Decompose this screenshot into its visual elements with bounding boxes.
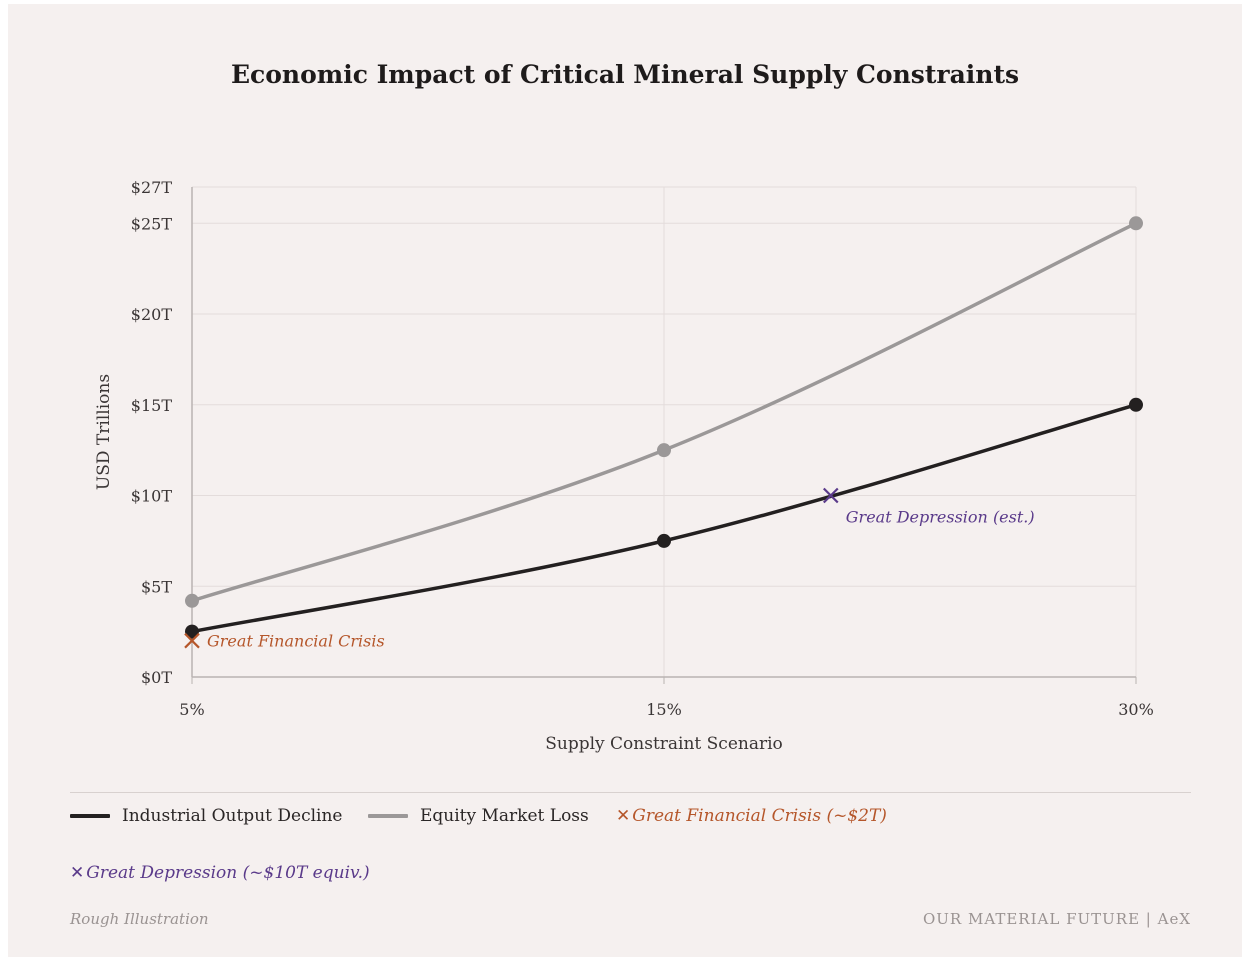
y-tick-label: $27T bbox=[131, 178, 173, 197]
chart-title: Economic Impact of Critical Mineral Supp… bbox=[230, 60, 1020, 89]
y-tick-label: $25T bbox=[131, 214, 173, 233]
data-point-industrial bbox=[657, 533, 671, 548]
legend-label-industrial: Industrial Output Decline bbox=[122, 806, 343, 826]
x-axis-label: Supply Constraint Scenario bbox=[545, 734, 783, 754]
x-tick-label: 30% bbox=[1118, 700, 1154, 719]
y-tick-label: $20T bbox=[131, 305, 173, 324]
x-marker-icon: ✕ bbox=[616, 806, 631, 826]
chart-card bbox=[8, 4, 1242, 957]
footer-note: Rough Illustration bbox=[70, 910, 209, 928]
x-tick-label: 5% bbox=[179, 700, 204, 719]
line-chart: $0T $5T $10T $15T $20T $25T $27T 5% 15% 30% Supply… bbox=[94, 178, 1154, 754]
y-tick-label: $15T bbox=[131, 396, 173, 415]
legend-swatch-industrial bbox=[70, 814, 110, 818]
y-tick-label: $10T bbox=[131, 487, 173, 506]
data-point-industrial bbox=[1129, 397, 1143, 412]
y-axis-label: USD Trillions bbox=[94, 374, 114, 490]
data-point-equity bbox=[185, 593, 199, 608]
legend-item-industrial: Industrial Output Decline bbox=[70, 806, 342, 826]
x-marker-icon: ✕ bbox=[70, 863, 85, 883]
legend-item-equity: Equity Market Loss bbox=[368, 806, 589, 826]
annotation-depression-label: Great Depression (est.) bbox=[846, 508, 1035, 527]
y-tick-label: $5T bbox=[141, 577, 172, 596]
annotation-depression-marker bbox=[822, 487, 839, 504]
legend-divider bbox=[70, 792, 1191, 793]
data-point-industrial bbox=[185, 624, 199, 639]
legend-label-depression: Great Depression (~$10T equiv.) bbox=[86, 863, 370, 883]
y-tick-label: $0T bbox=[141, 668, 172, 687]
legend-label-gfc: Great Financial Crisis (~$2T) bbox=[632, 806, 887, 826]
x-tick-label: 15% bbox=[646, 700, 682, 719]
legend-swatch-equity bbox=[368, 814, 408, 818]
legend-item-gfc: ✕ Great Financial Crisis (~$2T) bbox=[616, 806, 887, 826]
legend-label-equity: Equity Market Loss bbox=[420, 806, 589, 826]
data-point-equity bbox=[1129, 216, 1143, 231]
footer-brand: OUR MATERIAL FUTURE | AeX bbox=[922, 910, 1191, 928]
annotation-gfc-marker bbox=[184, 632, 200, 649]
data-point-equity bbox=[657, 443, 671, 458]
legend-item-depression: ✕ Great Depression (~$10T equiv.) bbox=[70, 863, 370, 883]
annotation-gfc-label: Great Financial Crisis bbox=[207, 632, 385, 651]
